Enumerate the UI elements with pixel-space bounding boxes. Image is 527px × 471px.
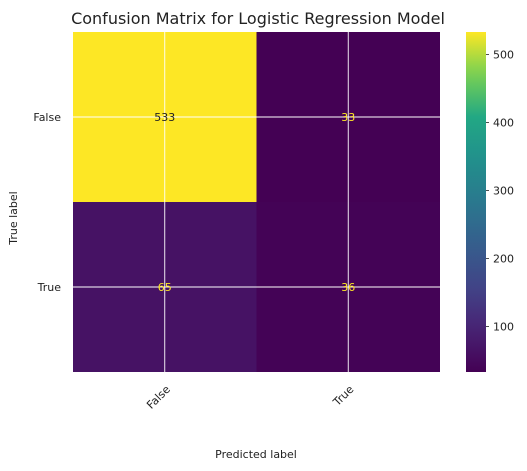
y-tick-label: False [33,111,61,124]
x-tick-labels: False True [144,383,356,412]
chart-title: Confusion Matrix for Logistic Regression… [71,9,445,28]
grid-lines [73,32,440,372]
cell-value-label: 36 [341,281,355,294]
x-tick-label: False [144,383,173,412]
x-axis-label: Predicted label [215,448,297,461]
colorbar-tick-label: 300 [493,184,514,197]
colorbar-tick-label: 400 [493,116,514,129]
cell-value-labels: 533 33 65 36 [154,111,355,294]
heatmap-cells [73,32,440,372]
colorbar-tick-label: 500 [493,48,514,61]
colorbar-ticks: 100 200 300 400 500 [486,48,514,333]
cell-value-label: 533 [154,111,175,124]
colorbar-tick-label: 200 [493,252,514,265]
colorbar-tick-label: 100 [493,320,514,333]
x-tick-label: True [330,383,357,410]
y-axis-label: True label [7,191,20,245]
cell-value-label: 33 [341,111,355,124]
cell-value-label: 65 [158,281,172,294]
y-tick-label: True [37,281,62,294]
y-tick-labels: False True [33,111,61,294]
colorbar [466,32,486,372]
